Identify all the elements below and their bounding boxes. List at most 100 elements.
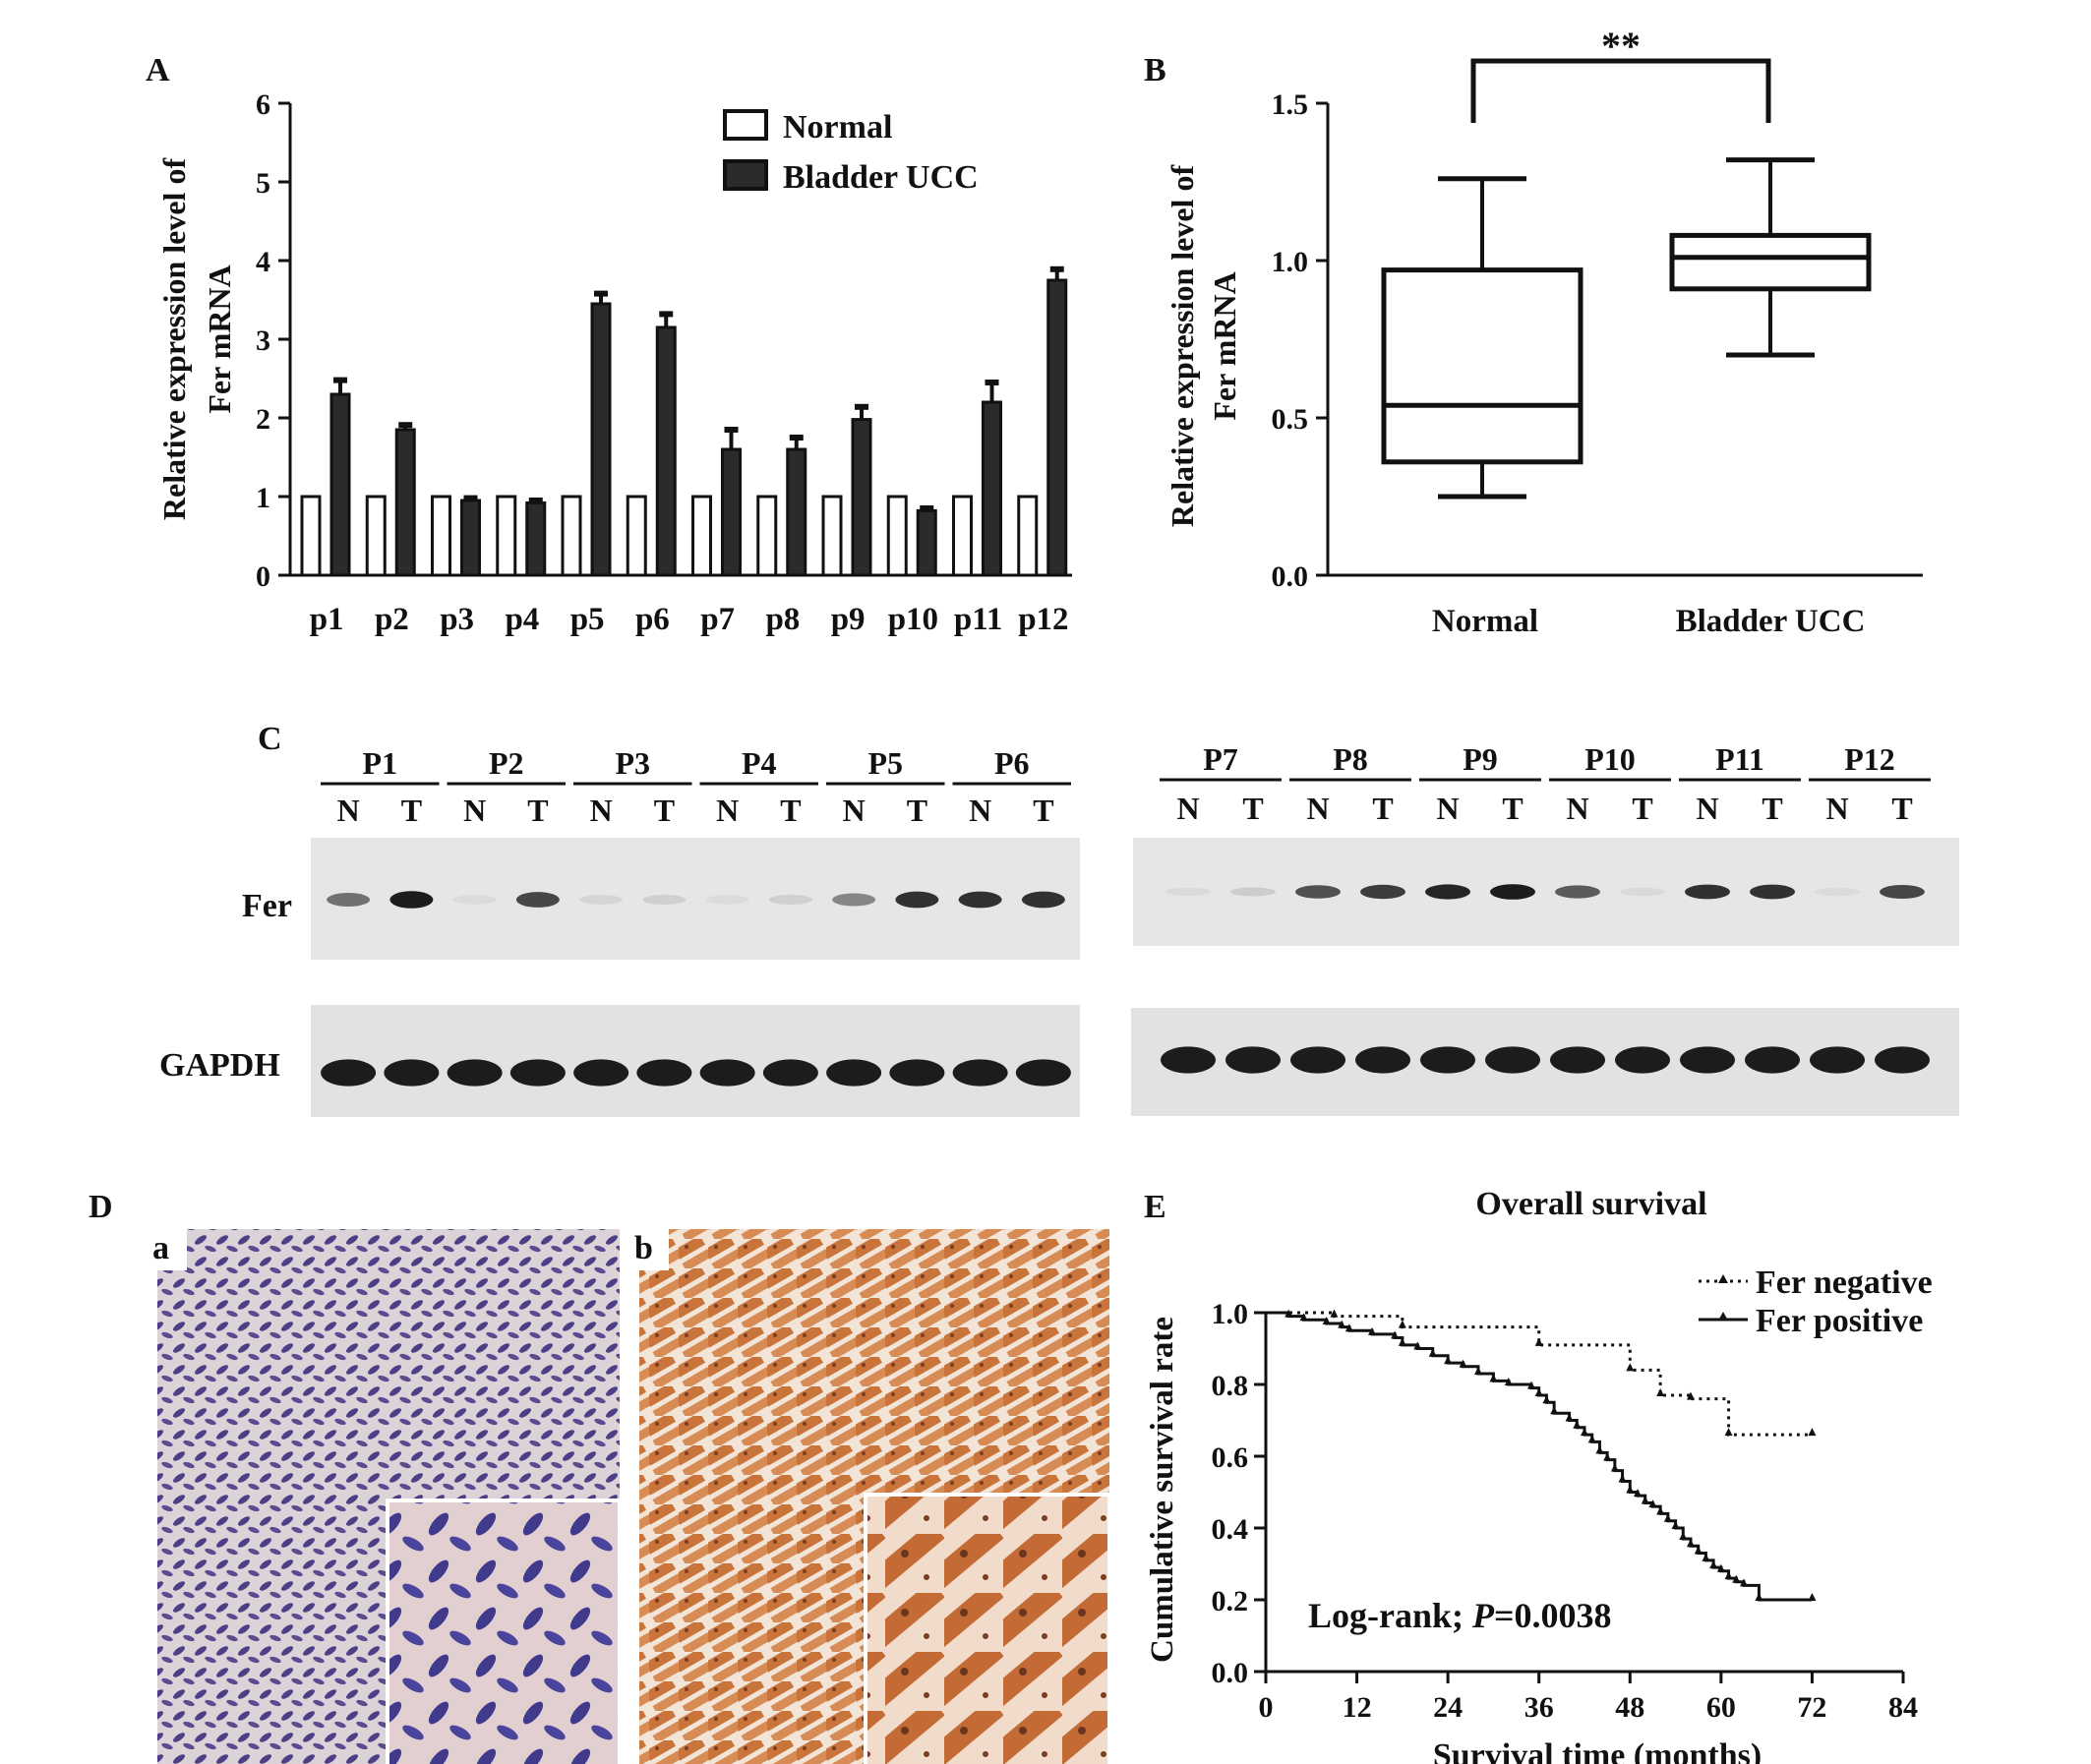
legend-normal-label: Normal <box>783 109 892 146</box>
fer-band <box>1360 884 1405 900</box>
blot-lane-n: N <box>1566 791 1588 826</box>
gapdh-band <box>636 1059 692 1087</box>
bar-normal <box>561 495 582 577</box>
chart-e-xtick-label: 48 <box>1615 1691 1644 1724</box>
chart-a-xtick-label: p2 <box>375 602 409 637</box>
legend-fer-positive-label: Fer positive <box>1756 1303 1923 1339</box>
ihc-label-b: b <box>634 1230 653 1266</box>
chart-e-xtick-label: 72 <box>1797 1691 1826 1724</box>
legend-ucc-swatch <box>723 159 768 191</box>
censor-marker <box>1330 1309 1339 1318</box>
fer-band <box>452 895 497 905</box>
blot-patient-label: P4 <box>742 745 777 781</box>
fer-band <box>327 893 371 907</box>
censor-marker <box>1740 1578 1748 1587</box>
gapdh-band <box>826 1059 882 1087</box>
blot-patient-label: P5 <box>867 745 903 781</box>
censor-marker <box>1573 1420 1582 1429</box>
chart-b-y-ticks: 0.0 0.5 1.0 1.5 <box>1272 88 1328 593</box>
chart-b-ylabel-line1: Relative expression level of <box>1165 165 1200 528</box>
chart-e-xtick-label: 36 <box>1524 1691 1554 1724</box>
bar-bladder-ucc <box>329 392 351 577</box>
bar-bladder-ucc <box>655 325 677 577</box>
chart-a-ytick-label: 3 <box>256 324 270 357</box>
chart-a: Relative expression level of Fer mRNA 0 1… <box>156 88 1072 637</box>
censor-marker <box>1338 1320 1346 1328</box>
blot-lane-t: T <box>654 793 675 828</box>
chart-a-ytick-label: 4 <box>256 246 270 278</box>
gapdh-band <box>1745 1046 1800 1074</box>
gapdh-band <box>509 1059 566 1087</box>
censor-marker <box>1413 1341 1422 1350</box>
censor-marker <box>1694 1546 1703 1555</box>
gapdh-band <box>1420 1046 1475 1074</box>
annotation-p: P <box>1471 1596 1495 1635</box>
blot-patient-label: P11 <box>1715 741 1764 777</box>
censor-marker <box>1709 1560 1718 1569</box>
blot-lane-n: N <box>1176 791 1199 826</box>
censor-marker <box>1322 1316 1331 1324</box>
gapdh-band <box>699 1059 755 1087</box>
bar-normal <box>300 495 322 577</box>
bar-bladder-ucc <box>916 508 937 577</box>
blot-lane-t: T <box>527 793 548 828</box>
censor-marker <box>1444 1356 1453 1365</box>
blot-lane-t: T <box>1762 791 1782 826</box>
censor-marker <box>1687 1391 1695 1400</box>
censor-marker <box>1428 1348 1437 1357</box>
significance-stars: ** <box>1601 24 1641 68</box>
box-normal <box>1381 176 1583 500</box>
blot-patient-label: P7 <box>1203 741 1238 777</box>
fer-band <box>768 895 812 905</box>
censor-marker <box>1679 1531 1688 1540</box>
censor-marker <box>1534 1387 1543 1396</box>
fer-band <box>1555 885 1600 899</box>
gapdh-band <box>1355 1046 1410 1074</box>
blot-lane-n: N <box>969 793 991 828</box>
censor-marker <box>1587 1435 1596 1443</box>
blot-patient-label: P6 <box>994 745 1030 781</box>
gapdh-band <box>1875 1046 1930 1074</box>
censor-marker <box>1603 1452 1612 1461</box>
chart-e-ytick-label: 0.6 <box>1212 1441 1249 1474</box>
blot-row-label-gapdh: GAPDH <box>159 1047 280 1084</box>
blot-patient-label: P8 <box>1333 741 1368 777</box>
significance-bracket <box>1470 58 1771 123</box>
bar-normal <box>952 495 973 577</box>
legend-fer-negative-label: Fer negative <box>1756 1264 1933 1301</box>
bar-bladder-ucc <box>394 428 416 577</box>
chart-b-boxes <box>1381 157 1872 500</box>
blot-lane-n: N <box>1436 791 1459 826</box>
censor-marker <box>1618 1474 1627 1483</box>
chart-e-ticks: 0 12 24 36 48 60 72 84 0.0 0.2 0.4 0.6 0.8 1.0 <box>1212 1298 1919 1724</box>
fer-band <box>1295 885 1341 899</box>
gapdh-band <box>321 1059 377 1087</box>
box-bladder-ucc <box>1669 157 1872 358</box>
legend-fer-negative-marker <box>1718 1274 1728 1283</box>
blot-lane-n: N <box>1306 791 1329 826</box>
censor-marker <box>1398 1337 1406 1346</box>
censor-marker <box>1459 1359 1467 1368</box>
censor-marker <box>1755 1593 1763 1601</box>
blot-lane-n: N <box>716 793 739 828</box>
chart-e-ytick-label: 1.0 <box>1212 1298 1249 1330</box>
fer-band <box>705 895 749 905</box>
chart-e-annotation: Log-rank; P=0.0038 <box>1308 1596 1612 1635</box>
blot-lane-t: T <box>1632 791 1652 826</box>
gapdh-band <box>1680 1046 1735 1074</box>
chart-a-xtick-label: p10 <box>888 602 938 637</box>
chart-b-ytick-label: 0.0 <box>1272 560 1309 593</box>
gapdh-band <box>762 1059 818 1087</box>
blot-lane-t: T <box>1891 791 1912 826</box>
censor-marker <box>1702 1553 1710 1561</box>
bar-normal <box>886 495 908 577</box>
legend-ucc-label: Bladder UCC <box>783 159 979 196</box>
blot-lane-t: T <box>1502 791 1523 826</box>
chart-a-xtick-label: p7 <box>700 602 735 637</box>
chart-a-xtick-label: p3 <box>440 602 474 637</box>
blot-patient-label: P9 <box>1463 741 1498 777</box>
censor-marker <box>1542 1395 1551 1404</box>
ihc-b-label-bg <box>629 1227 669 1270</box>
